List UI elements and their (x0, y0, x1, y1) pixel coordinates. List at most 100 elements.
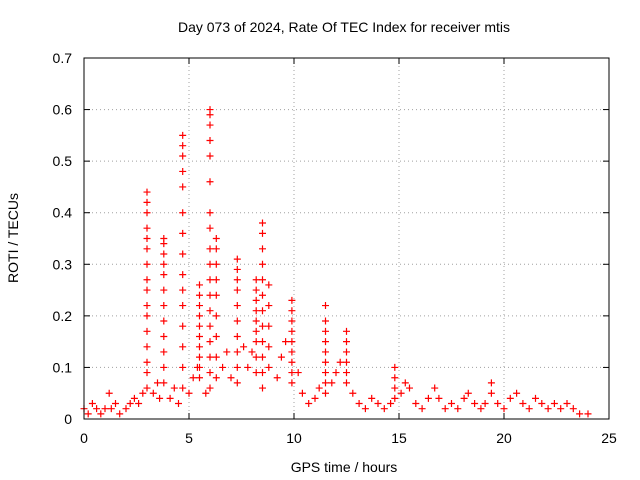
data-point (179, 250, 187, 258)
data-point (143, 276, 151, 284)
data-point (206, 307, 214, 315)
data-point (212, 332, 220, 340)
data-point (252, 338, 260, 346)
data-point (233, 348, 241, 356)
data-point (288, 296, 296, 304)
data-point (343, 358, 350, 366)
data-point (513, 389, 521, 397)
data-point (464, 389, 472, 397)
data-point (149, 389, 157, 397)
data-point (206, 209, 214, 217)
data-point (170, 384, 178, 392)
data-point (179, 322, 187, 330)
data-point (166, 394, 174, 402)
data-point (233, 332, 241, 340)
data-point (206, 369, 214, 377)
data-point (481, 400, 489, 408)
data-point (160, 302, 168, 310)
data-point (212, 291, 220, 299)
data-point (154, 379, 161, 387)
data-point (212, 276, 220, 284)
data-point (431, 384, 439, 392)
data-point (179, 302, 187, 310)
data-point (343, 327, 350, 335)
data-point (294, 369, 302, 377)
data-point (233, 276, 241, 284)
data-point (576, 410, 584, 418)
data-point (206, 322, 214, 330)
data-point (288, 369, 296, 377)
x-tick-labels: 0 5 10 15 20 25 (80, 430, 617, 446)
y-axis-label: ROTI / TECUs (5, 193, 21, 283)
data-point (160, 271, 168, 279)
data-point (143, 209, 151, 217)
data-point (160, 240, 168, 248)
data-point (397, 389, 405, 397)
data-point (233, 302, 241, 310)
data-point (143, 302, 151, 310)
data-point (460, 394, 468, 402)
grid-lines (84, 58, 609, 419)
data-point (252, 353, 260, 361)
data-point (487, 379, 495, 387)
data-point (196, 302, 203, 310)
x-tick-label: 20 (496, 430, 512, 446)
data-point (122, 405, 130, 413)
data-point (179, 131, 187, 139)
data-point (424, 394, 432, 402)
data-point (322, 327, 329, 335)
data-point (265, 322, 273, 330)
data-point (265, 281, 273, 289)
data-point (206, 276, 214, 284)
data-point (391, 363, 399, 371)
data-point (563, 400, 571, 408)
data-point (116, 410, 124, 418)
data-point (179, 363, 187, 371)
x-axis-label: GPS time / hours (291, 459, 398, 475)
data-point (179, 343, 187, 351)
data-point (322, 369, 329, 377)
data-point (139, 389, 147, 397)
data-point (105, 389, 113, 397)
data-point (160, 363, 168, 371)
data-point (328, 379, 336, 387)
data-point (288, 338, 296, 346)
data-point (311, 394, 319, 402)
data-point (160, 250, 168, 258)
data-point (206, 338, 214, 346)
data-point (315, 384, 323, 392)
data-point (519, 400, 527, 408)
data-point (248, 348, 256, 356)
data-point (349, 389, 357, 397)
y-tick-label: 0 (64, 411, 72, 427)
data-point (322, 379, 329, 387)
data-point (179, 384, 187, 392)
data-point (412, 400, 420, 408)
data-point (322, 348, 329, 356)
data-point (441, 405, 449, 413)
x-tick-label: 15 (391, 430, 407, 446)
data-point (448, 400, 455, 408)
data-point (179, 271, 187, 279)
data-point (259, 307, 266, 315)
data-point (288, 358, 296, 366)
y-tick-label: 0.7 (53, 50, 73, 66)
y-tick-label: 0.3 (53, 256, 73, 272)
x-tick-label: 10 (286, 430, 302, 446)
data-point (143, 245, 151, 253)
data-point (288, 379, 296, 387)
data-point (244, 363, 252, 371)
data-point (212, 245, 220, 253)
data-point (532, 394, 539, 402)
data-point (332, 369, 340, 377)
data-point (380, 405, 388, 413)
data-point (336, 358, 344, 366)
data-point (179, 152, 187, 160)
data-point (212, 353, 220, 361)
data-point (206, 111, 214, 119)
data-point (252, 286, 260, 294)
data-point (223, 348, 231, 356)
y-tick-label: 0.5 (53, 153, 73, 169)
data-point (179, 209, 187, 217)
